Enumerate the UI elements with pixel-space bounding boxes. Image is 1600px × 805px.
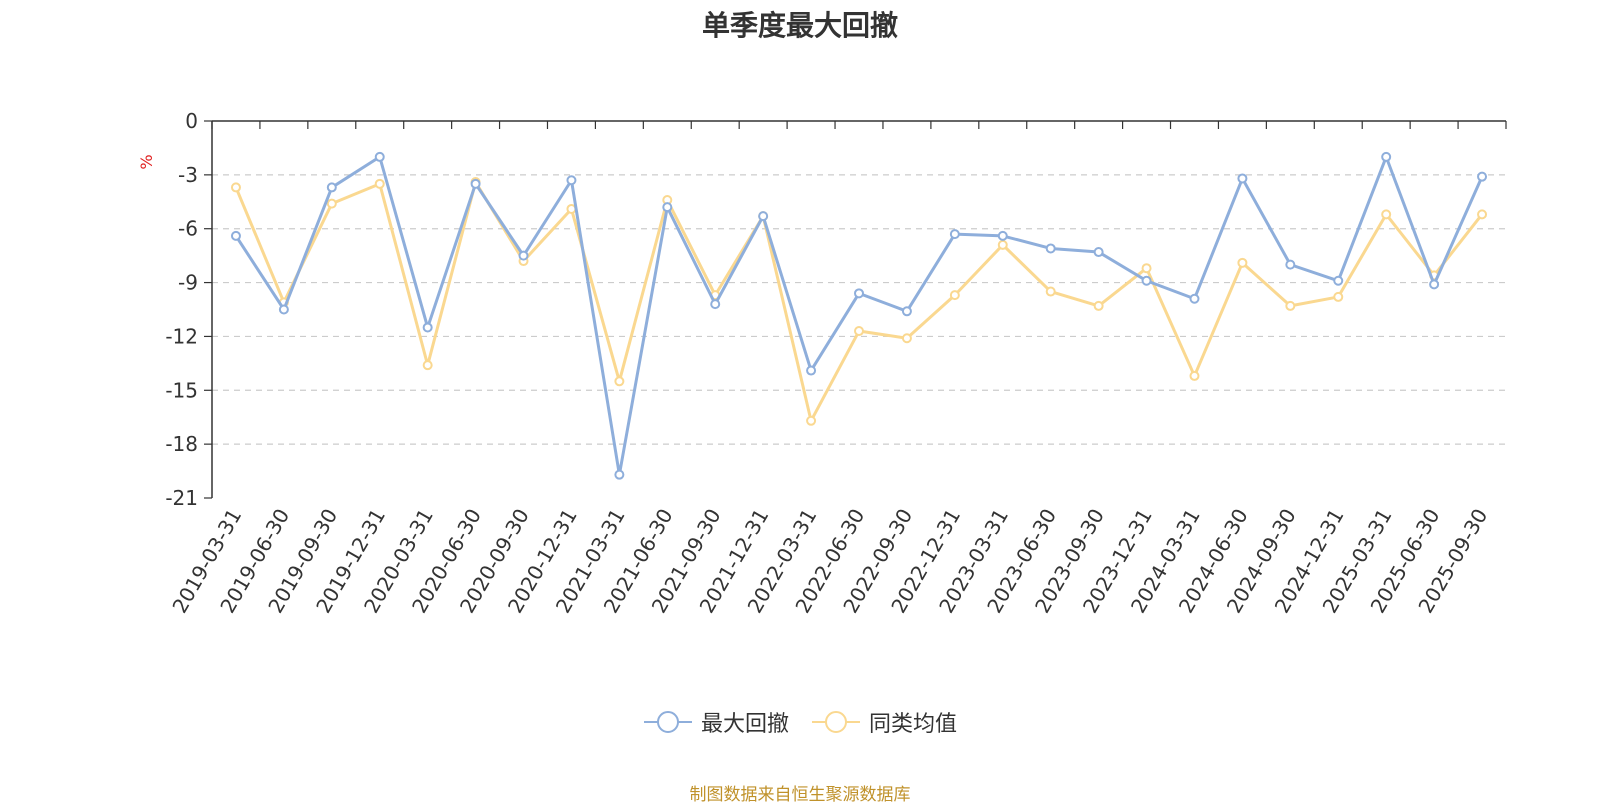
- data-point-max-drawdown: [901, 306, 912, 317]
- data-point-peer-average: [422, 360, 433, 371]
- data-point-peer-average: [1333, 291, 1344, 302]
- legend-item-peer-average[interactable]: 同类均值: [811, 706, 957, 738]
- data-point-peer-average: [854, 326, 864, 337]
- y-tick-label: -18: [165, 432, 198, 456]
- data-point-max-drawdown: [278, 304, 289, 315]
- data-point-peer-average: [806, 415, 817, 426]
- series-line-max-drawdown: [234, 155, 1484, 477]
- data-point-max-drawdown: [566, 175, 577, 186]
- y-tick-label: -21: [165, 486, 198, 510]
- legend-marker-peer-average: [812, 711, 860, 733]
- legend-marker-max-drawdown: [643, 711, 692, 733]
- y-tick-label: -3: [178, 163, 198, 187]
- data-point-peer-average: [1045, 286, 1056, 297]
- legend-item-max-drawdown[interactable]: 最大回撤: [643, 706, 789, 738]
- source-note: 制图数据来自恒生聚源数据库: [689, 785, 911, 805]
- data-point-max-drawdown: [1381, 151, 1392, 162]
- y-tick-label: -9: [178, 271, 198, 295]
- y-tick-label: -6: [178, 217, 198, 241]
- y-tick-label: 0: [185, 109, 198, 133]
- series: [230, 151, 1488, 480]
- y-axis-unit-label: %: [137, 154, 156, 169]
- data-point-peer-average: [949, 290, 960, 301]
- data-point-max-drawdown: [374, 151, 385, 162]
- data-point-peer-average: [1285, 300, 1296, 311]
- data-point-peer-average: [1189, 370, 1200, 381]
- data-point-max-drawdown: [1477, 171, 1488, 182]
- data-point-max-drawdown: [326, 182, 337, 193]
- data-point-peer-average: [374, 178, 385, 189]
- data-point-max-drawdown: [949, 229, 960, 240]
- data-point-peer-average: [997, 239, 1008, 250]
- data-point-max-drawdown: [997, 230, 1008, 241]
- data-point-max-drawdown: [1285, 259, 1296, 270]
- data-point-peer-average: [1093, 300, 1104, 311]
- data-point-max-drawdown: [1045, 243, 1056, 254]
- data-point-max-drawdown: [1093, 247, 1104, 258]
- axes: [204, 120, 1507, 499]
- data-point-max-drawdown: [806, 365, 817, 376]
- data-point-max-drawdown: [662, 202, 673, 213]
- grid-lines: [212, 174, 1506, 445]
- series-line-peer-average: [234, 180, 1484, 423]
- data-point-max-drawdown: [470, 178, 481, 189]
- data-point-max-drawdown: [422, 322, 433, 333]
- data-point-max-drawdown: [614, 469, 625, 480]
- y-tick-label: -15: [165, 378, 198, 402]
- data-point-max-drawdown: [230, 230, 241, 241]
- data-point-max-drawdown: [1429, 279, 1440, 290]
- legend-label-peer-average: 同类均值: [869, 712, 958, 737]
- data-point-peer-average: [614, 376, 625, 387]
- data-point-peer-average: [1381, 209, 1392, 220]
- data-point-peer-average: [326, 198, 337, 209]
- legend-label-max-drawdown: 最大回撤: [700, 712, 789, 737]
- data-point-max-drawdown: [1141, 275, 1152, 286]
- data-point-peer-average: [901, 333, 912, 344]
- data-point-max-drawdown: [1333, 275, 1344, 286]
- data-point-peer-average: [230, 182, 241, 193]
- data-point-max-drawdown: [710, 299, 721, 310]
- data-point-peer-average: [1141, 263, 1152, 274]
- data-point-max-drawdown: [1189, 293, 1200, 304]
- data-point-max-drawdown: [758, 211, 769, 222]
- y-tick-label: -12: [165, 324, 198, 348]
- data-point-peer-average: [1477, 209, 1488, 220]
- data-point-max-drawdown: [1237, 173, 1248, 184]
- legend: 最大回撤 同类均值: [0, 706, 1600, 738]
- data-point-max-drawdown: [854, 288, 864, 299]
- data-point-max-drawdown: [518, 250, 529, 261]
- chart-title: 单季度最大回撤: [701, 9, 898, 42]
- data-point-peer-average: [1237, 257, 1248, 268]
